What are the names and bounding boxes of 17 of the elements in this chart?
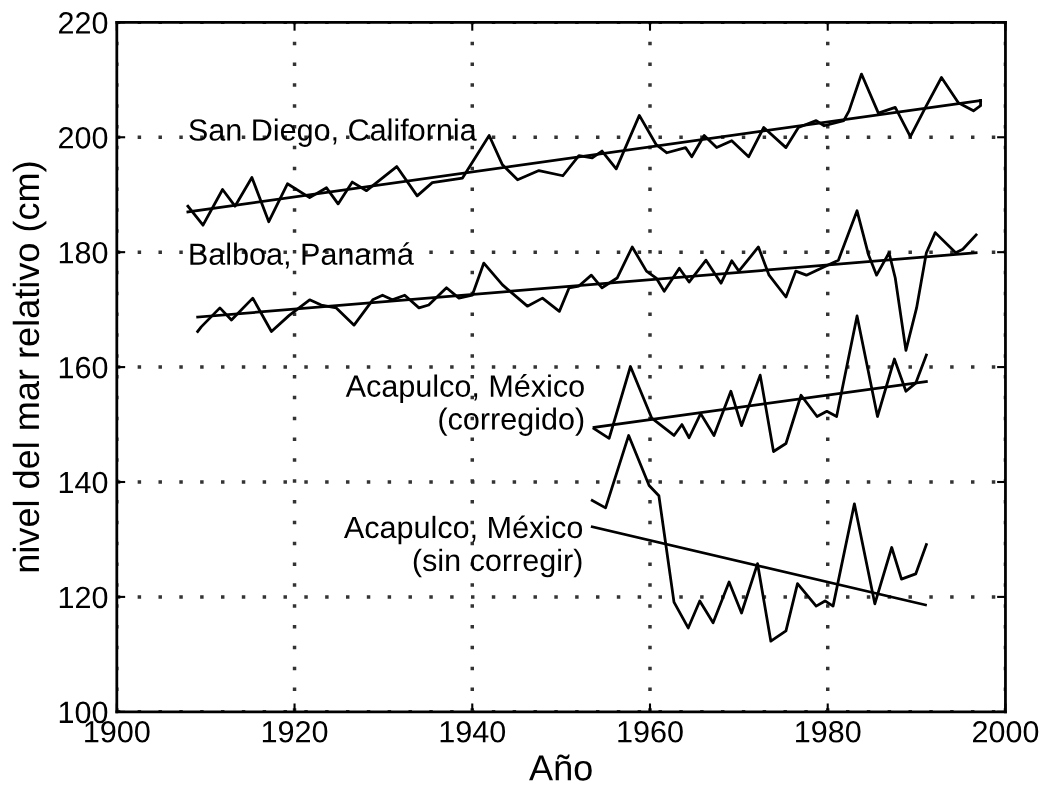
y-tick-label: 180 xyxy=(59,241,108,264)
series-label: Acapulco, México (sin corregir) xyxy=(343,515,583,578)
x-tick-label: 1960 xyxy=(618,720,683,743)
series-label: Balboa, Panamá xyxy=(190,242,414,269)
x-tick-label: 2000 xyxy=(973,720,1039,743)
x-tick-label: 1920 xyxy=(262,720,328,743)
x-tick-label: 1940 xyxy=(440,720,506,743)
y-tick-label: 200 xyxy=(59,126,108,149)
y-axis-title: nivel del mar relativo (cm) xyxy=(12,162,47,572)
series-label: San Diego, California xyxy=(189,118,477,147)
y-tick-label: 160 xyxy=(59,356,108,379)
y-tick-label: 120 xyxy=(59,586,108,609)
x-tick-label: 1980 xyxy=(796,720,861,743)
series-label: Acapulco, México (corregido) xyxy=(345,374,584,436)
y-tick-label: 220 xyxy=(59,12,108,34)
y-tick-label: 140 xyxy=(59,471,108,494)
x-axis-title: Año xyxy=(529,754,592,781)
